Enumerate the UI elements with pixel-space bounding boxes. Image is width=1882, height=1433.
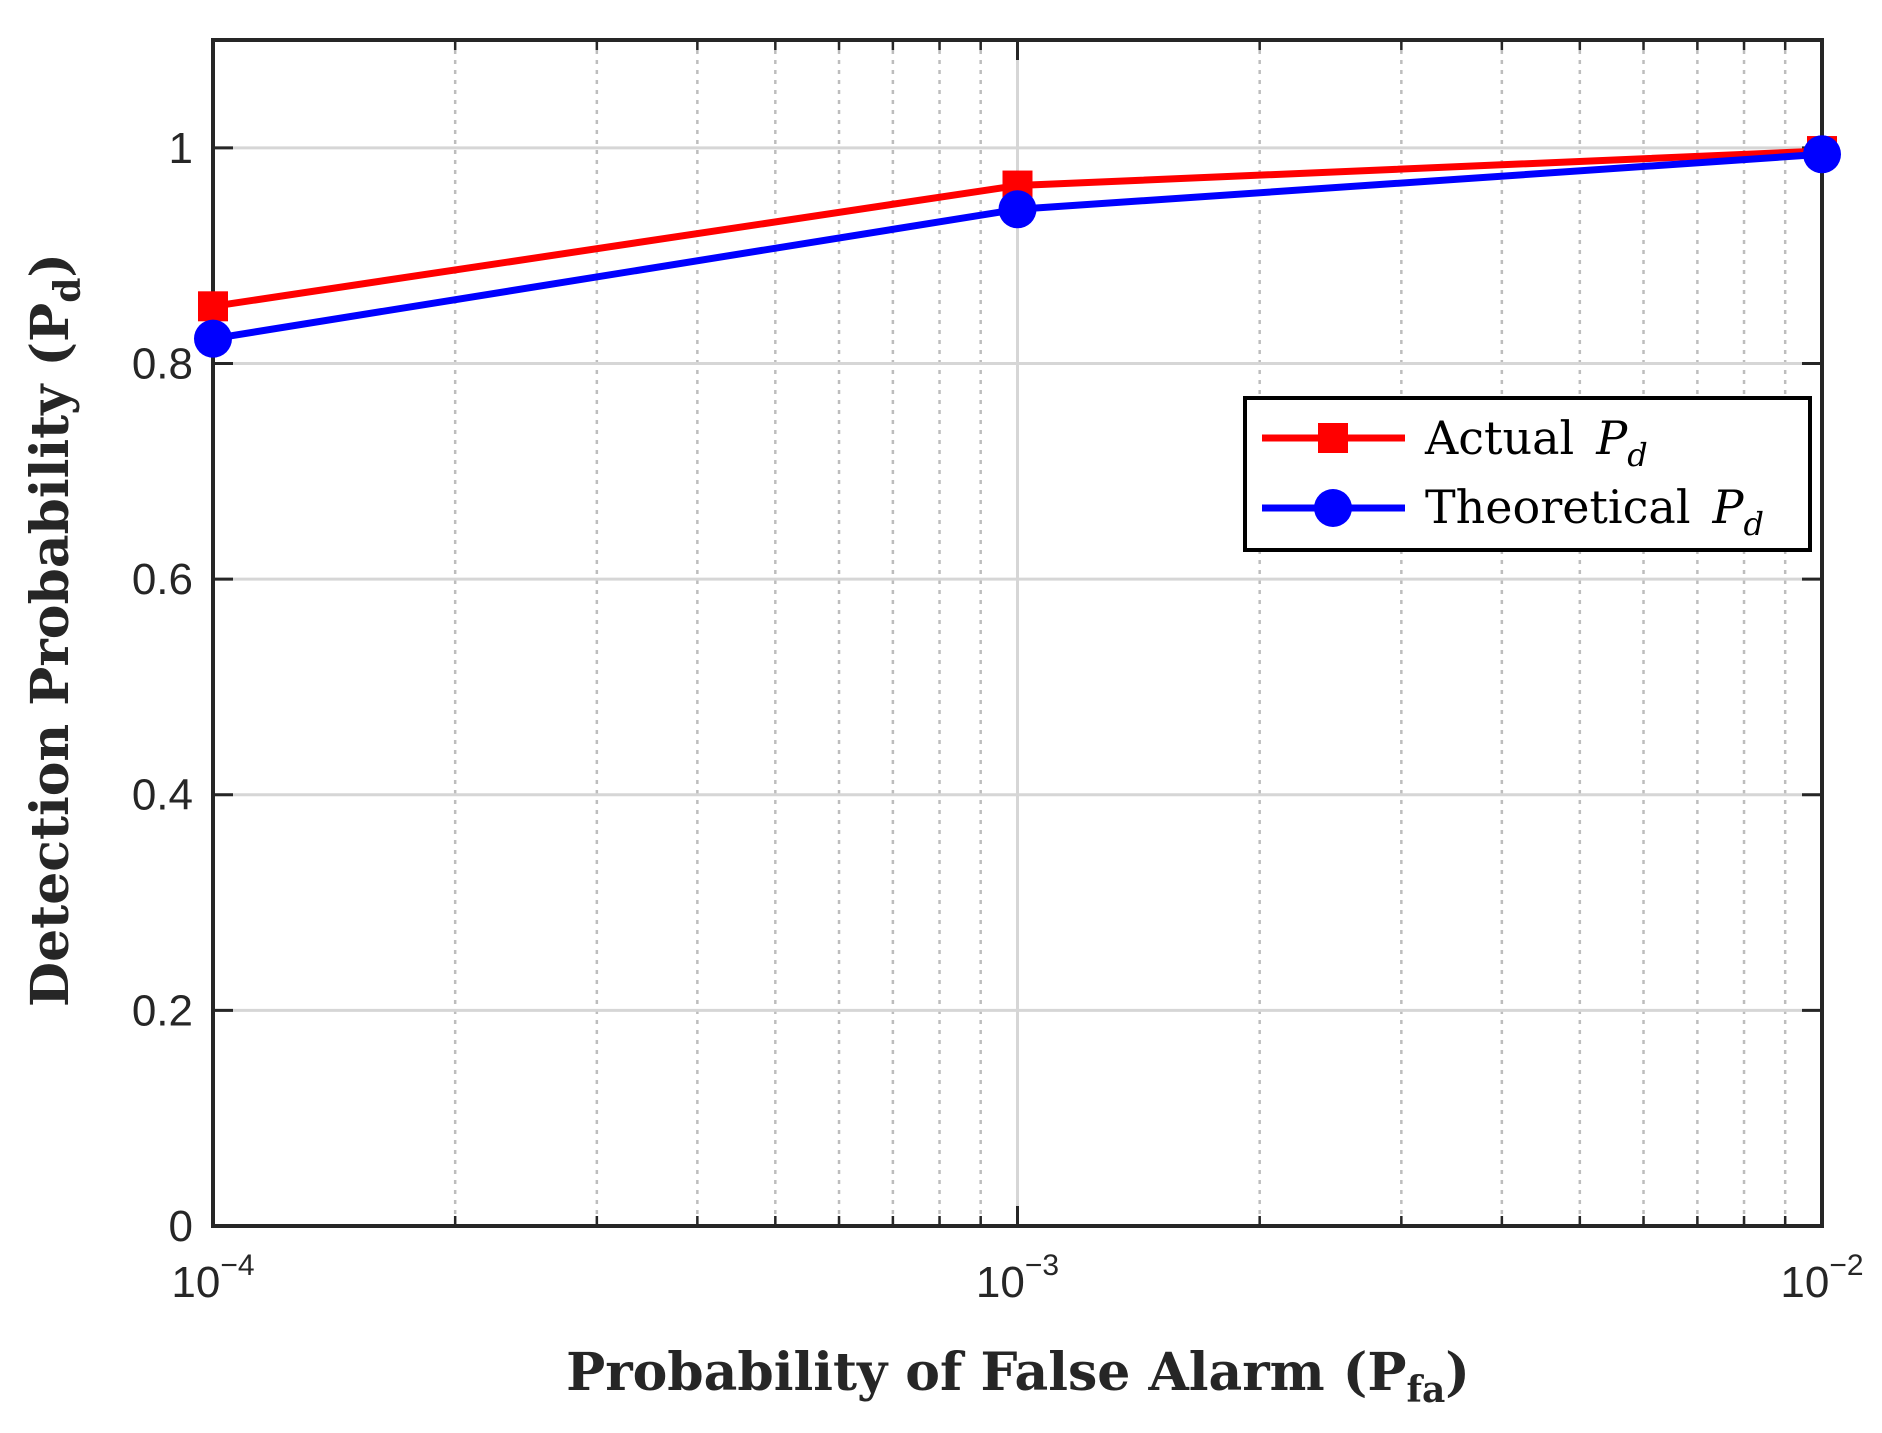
y-axis-title-close: ) <box>20 253 81 278</box>
x-tick-label-base: 10 <box>171 1258 220 1307</box>
data-point-theoretical <box>998 190 1037 229</box>
legend-label-actual-math: P <box>1595 411 1628 465</box>
y-axis-title: Detection Probability (Pd) <box>20 253 89 1007</box>
legend-label-actual-math-sub: d <box>1627 436 1647 474</box>
legend-label-theoretical-name: Theoretical <box>1425 480 1691 534</box>
data-point-theoretical <box>194 319 232 358</box>
series-theoretical <box>194 135 1841 358</box>
x-tick-label: 10−3 <box>976 1249 1059 1307</box>
axis-ticks: 10−4 10−3 10−200.20.40.60.81 <box>132 40 1864 1307</box>
data-point-actual <box>198 291 228 322</box>
y-tick-label: 0.2 <box>132 986 193 1035</box>
legend-label-actual-name: Actual <box>1424 411 1574 465</box>
x-tick-label-exp: −3 <box>1025 1249 1059 1282</box>
legend-label-theoretical-math: P <box>1712 480 1745 534</box>
legend-label-theoretical: Theoretical Pd <box>1425 480 1764 543</box>
x-tick-label-base: 10 <box>1780 1258 1829 1307</box>
x-axis-title-sub: fa <box>1406 1369 1445 1411</box>
y-tick-label: 1 <box>169 124 193 173</box>
x-tick-label-exp: −2 <box>1829 1249 1863 1282</box>
data-point-theoretical <box>1803 135 1841 174</box>
series <box>194 135 1841 358</box>
y-tick-label: 0 <box>169 1202 193 1251</box>
legend: Actual Pd Theoretical Pd <box>1243 396 1812 552</box>
y-tick-label: 0.4 <box>132 771 193 820</box>
x-axis-title-main: Probability of False Alarm (P <box>566 1342 1406 1403</box>
y-tick-label: 0.8 <box>132 339 193 388</box>
x-axis-title: Probability of False Alarm (Pfa) <box>566 1342 1470 1411</box>
x-tick-label: 10−4 <box>171 1249 254 1307</box>
legend-marker-actual <box>1318 423 1348 453</box>
legend-marker-theoretical <box>1314 489 1352 527</box>
y-axis-title-sub: d <box>47 278 89 303</box>
x-tick-label: 10−2 <box>1780 1249 1863 1307</box>
legend-label-theoretical-math-sub: d <box>1744 505 1764 543</box>
y-axis-title-main: Detection Probability (P <box>20 303 81 1007</box>
x-tick-label-exp: −4 <box>220 1249 254 1282</box>
x-axis-title-close: ) <box>1445 1342 1470 1403</box>
y-tick-label: 0.6 <box>132 555 193 604</box>
legend-label-actual: Actual Pd <box>1424 411 1648 474</box>
x-tick-label-base: 10 <box>976 1258 1025 1307</box>
